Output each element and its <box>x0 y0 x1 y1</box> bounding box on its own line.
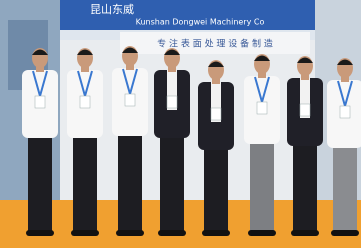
legs <box>250 138 274 232</box>
shoes <box>158 230 186 236</box>
shoes <box>202 230 230 236</box>
badge <box>340 106 350 118</box>
banner-english-name: Kunshan Dongwei Machinery Co <box>136 18 265 27</box>
shoes <box>116 230 144 236</box>
banner-chinese-name: 昆山东威 <box>90 3 134 16</box>
badge <box>35 96 45 108</box>
badge <box>257 102 267 114</box>
legs <box>73 132 97 232</box>
legs <box>160 132 184 232</box>
shoes <box>71 230 99 236</box>
shoes <box>26 230 54 236</box>
legs <box>118 130 142 232</box>
badge <box>80 96 90 108</box>
badge <box>167 96 177 108</box>
shoes <box>291 230 319 236</box>
slogan: 专 注 表 面 处 理 设 备 制 造 <box>157 38 273 50</box>
badge <box>211 108 221 120</box>
shoes <box>248 230 276 236</box>
legs <box>293 140 317 232</box>
badge <box>300 104 310 116</box>
shoes <box>331 230 359 236</box>
legs <box>28 132 52 232</box>
legs <box>333 142 357 232</box>
legs <box>204 144 228 232</box>
badge <box>125 94 135 106</box>
photo: 昆山东威 Kunshan Dongwei Machinery Co 专 注 表 … <box>0 0 361 248</box>
